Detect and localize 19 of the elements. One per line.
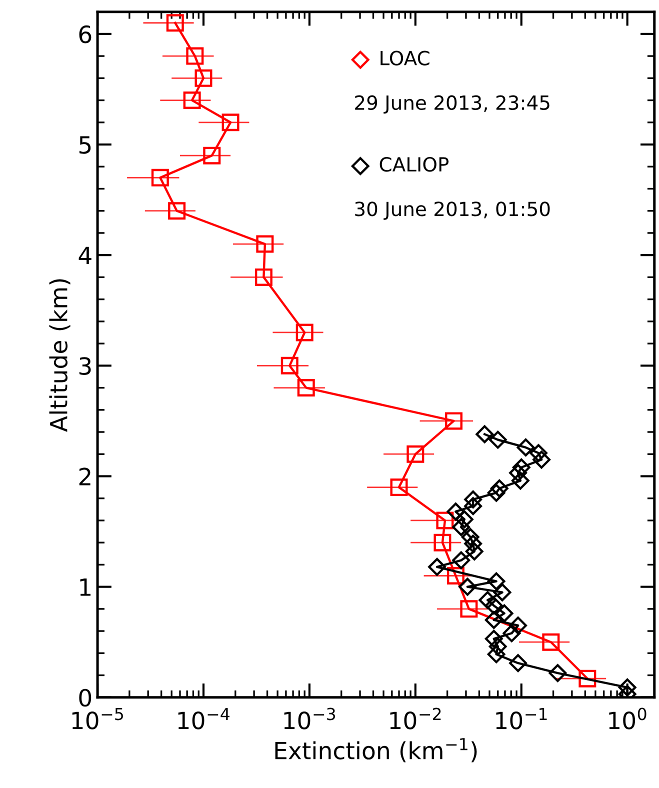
x-tick-label: 10$^{−1}$ <box>496 708 547 730</box>
y-axis-title: Altitude (km) <box>49 279 70 432</box>
legend-label: LOAC <box>380 50 430 66</box>
x-tick-label: 10$^{−3}$ <box>284 708 336 730</box>
y-tick-label: 3 <box>79 357 91 375</box>
y-tick-label: 0 <box>79 688 92 707</box>
y-tick-label: 4 <box>78 246 92 264</box>
legend-label: CALIOP <box>380 157 449 172</box>
x-tick-label: 10$^{0}$ <box>609 708 646 730</box>
x-tick-label: 10$^{−5}$ <box>72 708 123 730</box>
x-axis-title: Extinction (km$^{−1}$) <box>275 738 477 762</box>
annotation: 29 June 2013, 23:45 <box>355 95 550 114</box>
x-tick-label: 10$^{−2}$ <box>390 708 441 730</box>
y-tick-label: 6 <box>79 25 92 44</box>
annotation: 30 June 2013, 01:50 <box>355 202 550 220</box>
y-tick-label: 1 <box>80 578 90 596</box>
x-tick-label: 10$^{−4}$ <box>178 708 230 730</box>
y-tick-label: 5 <box>79 136 91 154</box>
y-tick-label: 2 <box>79 468 90 486</box>
